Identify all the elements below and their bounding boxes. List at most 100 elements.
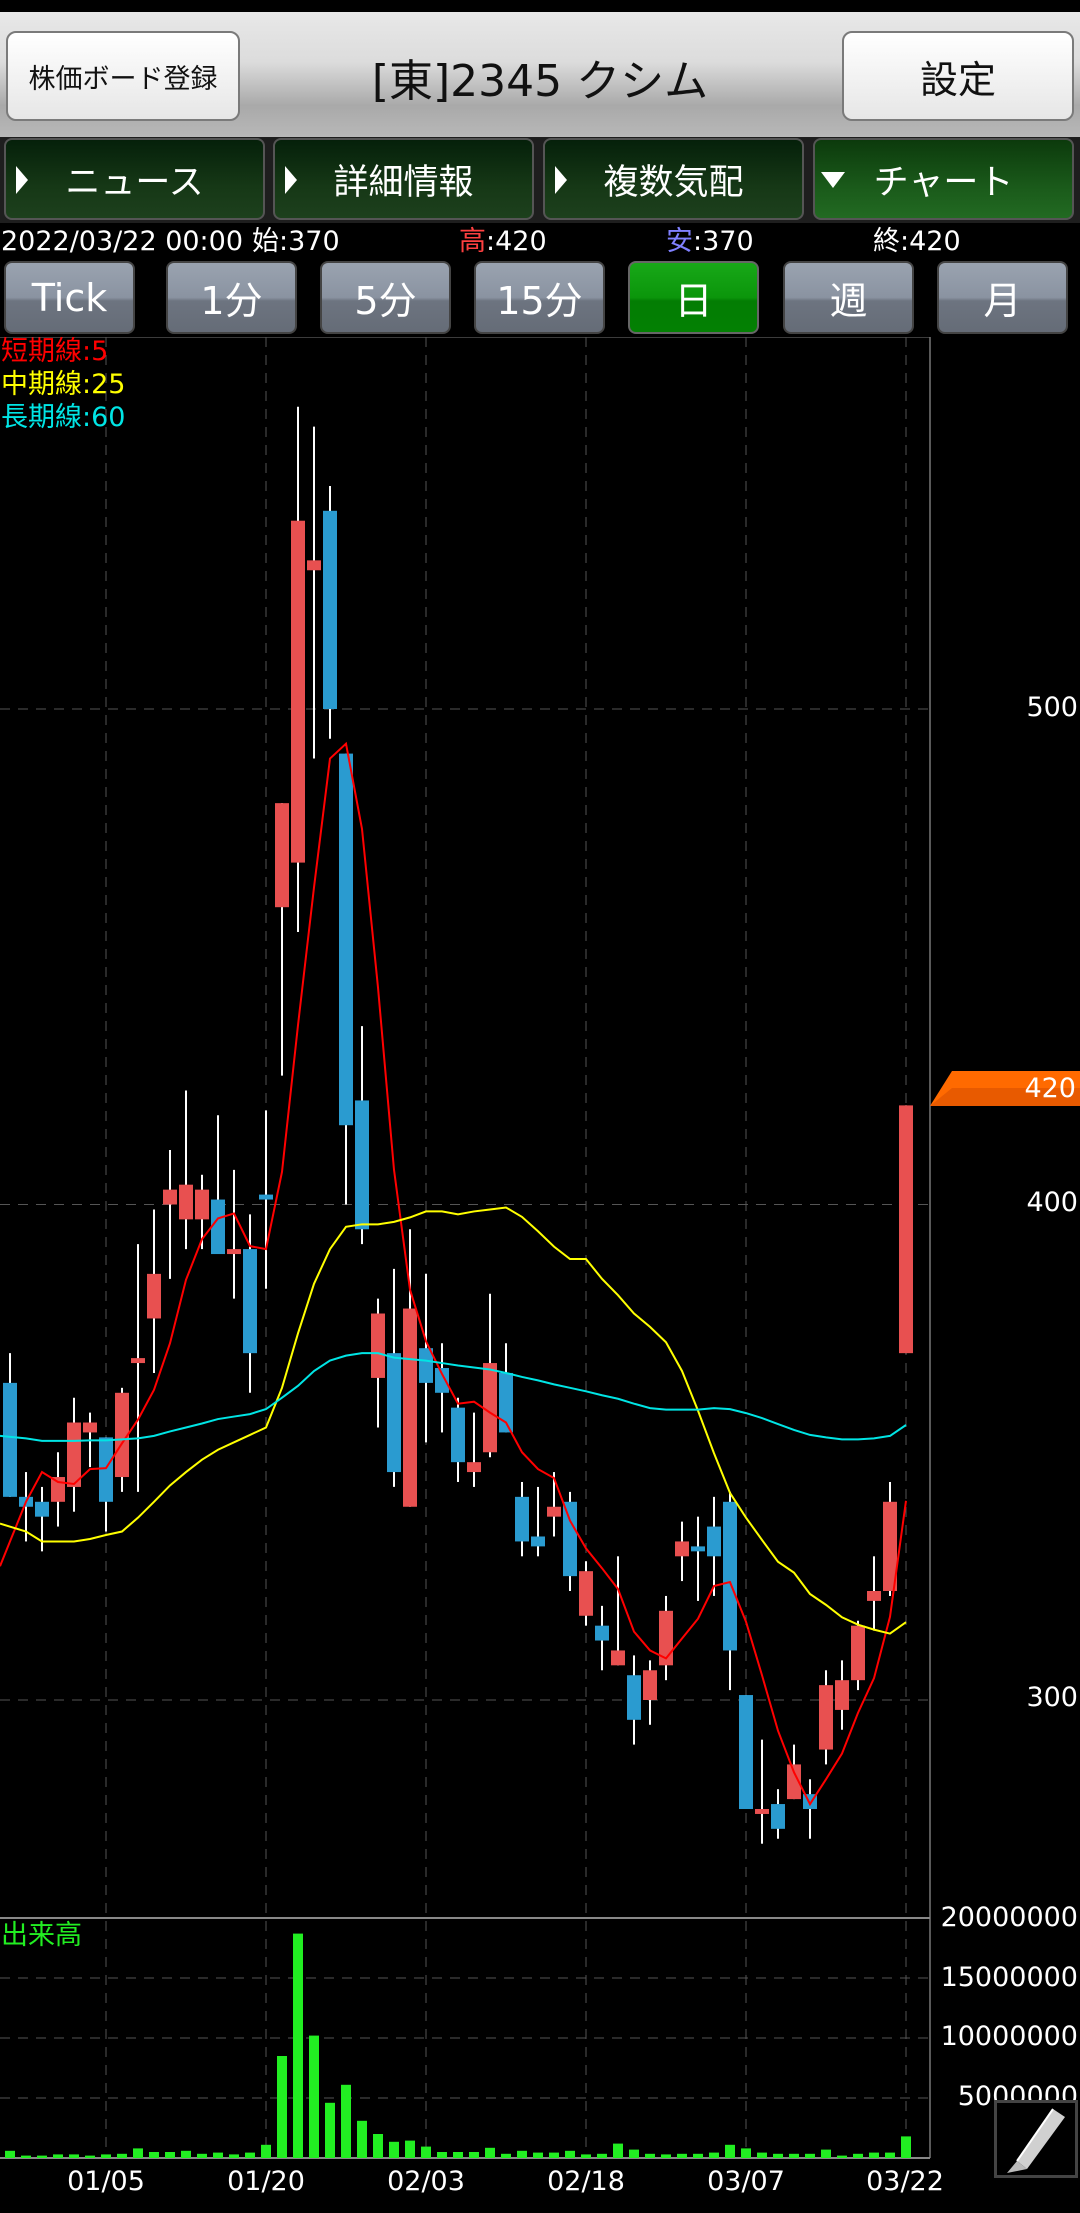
quote-low: 安:370 (666, 224, 754, 260)
candle-body (3, 1382, 17, 1497)
tab-label: 複数気配 (603, 162, 744, 203)
ma-long-label: 長期線:60 (1, 402, 126, 433)
volume-bar (693, 2153, 703, 2158)
volume-bar (373, 2134, 383, 2158)
candle-body (707, 1526, 721, 1557)
candle-body (403, 1308, 417, 1507)
volume-bar (165, 2152, 175, 2158)
tab-news[interactable]: ニュース (4, 138, 265, 220)
header: 株価ボード登録 [東]2345 クシム 設定 (0, 12, 1080, 137)
volume-bar (837, 2155, 847, 2158)
volume-bar (453, 2152, 463, 2158)
volume-bar (901, 2136, 911, 2158)
candle-body (51, 1477, 65, 1502)
candle-body (787, 1764, 801, 1800)
volume-bar (549, 2152, 559, 2158)
candle-body (899, 1105, 913, 1354)
candlestick-chart[interactable] (0, 337, 1080, 2213)
volume-bar (773, 2153, 783, 2158)
candle-body (243, 1249, 257, 1354)
volume-bar (421, 2146, 431, 2158)
candle-body (291, 520, 305, 863)
period-tick-button[interactable]: Tick (4, 261, 135, 334)
candle-body (611, 1650, 625, 1666)
candle-body (163, 1189, 177, 1205)
open-label: 始 (252, 226, 279, 257)
period-weekly-button[interactable]: 週 (783, 261, 914, 334)
volume-bar (437, 2152, 447, 2158)
volume-bar (501, 2153, 511, 2158)
candle-body (835, 1680, 849, 1710)
ma-short-label: 短期線:5 (1, 336, 109, 367)
candle-body (323, 510, 337, 709)
candle-body (35, 1501, 49, 1517)
volume-tick-20m: 20000000 (940, 1902, 1078, 1933)
candle-body (355, 1100, 369, 1230)
quote-datetime: 2022/03/22 00:00 (1, 226, 244, 257)
candle-body (723, 1501, 737, 1651)
tab-details[interactable]: 詳細情報 (273, 138, 534, 220)
candle-body (115, 1392, 129, 1478)
x-tick-0307: 03/07 (707, 2166, 785, 2197)
volume-bar (5, 2150, 15, 2158)
period-daily-button[interactable]: 日 (628, 261, 759, 334)
candle-body (227, 1249, 241, 1255)
candle-body (83, 1422, 97, 1433)
candle-body (579, 1571, 593, 1616)
candle-body (627, 1675, 641, 1720)
volume-bar (149, 2152, 159, 2158)
candle-body (195, 1189, 209, 1220)
volume-bar (85, 2155, 95, 2158)
candle-body (451, 1407, 465, 1463)
candle-body (387, 1353, 401, 1473)
tab-label: チャート (873, 162, 1014, 203)
volume-bar (357, 2120, 367, 2158)
low-label: 安 (666, 226, 693, 257)
x-tick-0322: 03/22 (866, 2166, 944, 2197)
triangle-right-icon (16, 166, 28, 194)
volume-bar (597, 2153, 607, 2158)
period-monthly-button[interactable]: 月 (937, 261, 1068, 334)
price-tick-400: 400 (1026, 1187, 1078, 1218)
volume-bar (309, 2035, 319, 2158)
x-tick-0218: 02/18 (547, 2166, 625, 2197)
volume-bar (853, 2153, 863, 2158)
quote-close: 終:420 (873, 224, 961, 260)
candle-body (755, 1809, 769, 1814)
current-price-value: 420 (1024, 1073, 1076, 1104)
page-title: [東]2345 クシム (371, 56, 709, 107)
draw-button[interactable] (994, 2100, 1078, 2178)
price-tag-shape (930, 1071, 1080, 1106)
candle-body (547, 1506, 561, 1517)
volume-bar (789, 2153, 799, 2158)
tab-chart[interactable]: チャート (813, 138, 1074, 220)
volume-bar (629, 2149, 639, 2158)
quote-open: 始:370 (252, 224, 340, 260)
candles (3, 406, 913, 1844)
volume-bar (741, 2148, 751, 2158)
volume-bar (405, 2140, 415, 2158)
volume-bar (661, 2154, 671, 2158)
candle-body (691, 1546, 705, 1552)
ma-mid-line (0, 1206, 907, 1635)
period-15min-button[interactable]: 15分 (474, 261, 605, 334)
settings-button[interactable]: 設定 (842, 31, 1074, 121)
volume-bar (21, 2155, 31, 2158)
candle-body (499, 1372, 513, 1433)
ma-long-line (0, 1352, 907, 1442)
candle-body (211, 1199, 225, 1255)
quote-high: 高:420 (459, 224, 547, 260)
price-tick-500: 500 (1026, 692, 1078, 723)
period-1min-button[interactable]: 1分 (166, 261, 297, 334)
triangle-right-icon (555, 166, 567, 194)
register-board-button[interactable]: 株価ボード登録 (6, 31, 240, 121)
volume-bar (869, 2152, 879, 2158)
status-bar (0, 0, 1080, 12)
volume-bar (805, 2153, 815, 2158)
volume-bar (565, 2150, 575, 2158)
candle-body (739, 1695, 753, 1810)
volume-bar (133, 2148, 143, 2158)
tab-depth[interactable]: 複数気配 (543, 138, 804, 220)
volume-bar (69, 2154, 79, 2158)
period-5min-button[interactable]: 5分 (320, 261, 451, 334)
